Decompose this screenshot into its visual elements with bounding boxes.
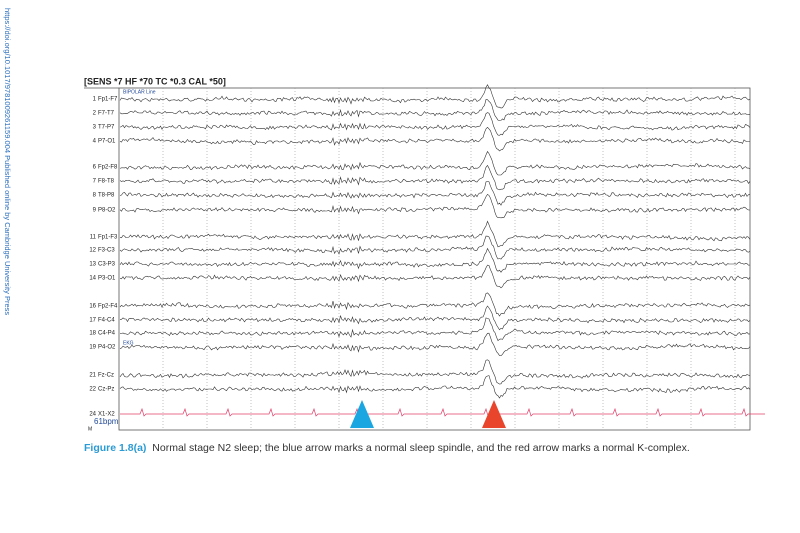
ekg-label: EKG	[123, 340, 134, 346]
eeg-trace	[119, 235, 751, 260]
channel-label: Fp2-F4	[98, 304, 118, 310]
channel-label: F7-T7	[98, 111, 115, 117]
channel-number: 14	[89, 276, 96, 282]
channel-number: 12	[89, 248, 96, 254]
eeg-trace	[119, 112, 751, 136]
eeg-trace	[119, 193, 750, 219]
ekg-trace	[120, 407, 765, 417]
channel-number: 1	[93, 97, 97, 103]
heart-rate: 61bpm	[94, 417, 119, 426]
channel-label: X1-X2	[98, 412, 115, 418]
channel-label: F3-C3	[98, 248, 115, 254]
channel-label: C3-P3	[98, 262, 116, 268]
frame	[118, 87, 751, 431]
eeg-trace	[119, 84, 751, 109]
channel-number: 18	[89, 331, 96, 337]
caption: Figure 1.8(a) Normal stage N2 sleep; the…	[84, 442, 690, 454]
channel-number: 3	[93, 125, 97, 131]
footer-mark: M	[88, 426, 92, 432]
eeg-trace	[119, 164, 751, 191]
eeg-trace	[119, 150, 751, 176]
header: [SENS *7 HF *70 TC *0.3 CAL *50]	[84, 76, 226, 86]
channel-label: F4-C4	[98, 318, 115, 324]
channel-number: 13	[89, 262, 96, 268]
eeg-trace	[119, 99, 751, 121]
channel-label: T7-P7	[98, 125, 115, 131]
channel-number: 16	[89, 304, 96, 310]
channel-number: 19	[89, 345, 96, 351]
channel-number: 11	[90, 235, 97, 241]
channel-label: Cz-Pz	[98, 387, 114, 393]
channel-label: Fp2-F8	[98, 165, 118, 171]
channel-number: 9	[93, 208, 97, 214]
k-complex-arrow	[482, 400, 506, 428]
channel-number: 2	[93, 111, 97, 117]
caption-label: Figure 1.8(a)	[84, 442, 147, 454]
eeg-trace	[119, 305, 751, 331]
channel-number: 24	[89, 412, 96, 418]
eeg-trace	[119, 375, 751, 399]
eeg-trace	[119, 292, 751, 317]
channel-label: P3-O1	[98, 276, 116, 282]
channel-number: 7	[93, 179, 97, 185]
channel-number: 21	[89, 373, 96, 379]
spindle-arrow	[350, 400, 374, 428]
eeg-trace	[119, 126, 750, 152]
montage: BIPOLAR Line	[123, 89, 156, 95]
eeg-trace	[119, 181, 751, 206]
channel-label: T8-P8	[98, 193, 115, 199]
channel-label: C4-P4	[98, 331, 116, 337]
eeg-trace	[119, 332, 751, 357]
channel-number: 17	[89, 318, 96, 324]
channel-label: Fz-Cz	[98, 373, 114, 379]
channel-label: P4-O2	[98, 345, 116, 351]
channel-number: 8	[93, 193, 97, 199]
channel-number: 4	[93, 139, 97, 145]
eeg-trace	[119, 220, 751, 248]
eeg-trace	[119, 317, 751, 342]
channel-label: Fp1-F7	[98, 97, 118, 103]
caption-text: Normal stage N2 sleep; the blue arrow ma…	[152, 442, 690, 454]
eeg-trace	[119, 247, 751, 273]
eeg-trace	[119, 264, 751, 289]
channel-number: 6	[93, 165, 97, 171]
channel-label: P7-O1	[98, 139, 116, 145]
channel-label: F8-T8	[98, 179, 115, 185]
eeg-trace	[119, 359, 751, 385]
channel-label: Fp1-F3	[98, 235, 118, 241]
channel-label: P8-O2	[98, 208, 116, 214]
channel-number: 22	[89, 387, 96, 393]
eeg-figure: [SENS *7 HF *70 TC *0.3 CAL *50] BIPOLAR…	[84, 76, 765, 432]
